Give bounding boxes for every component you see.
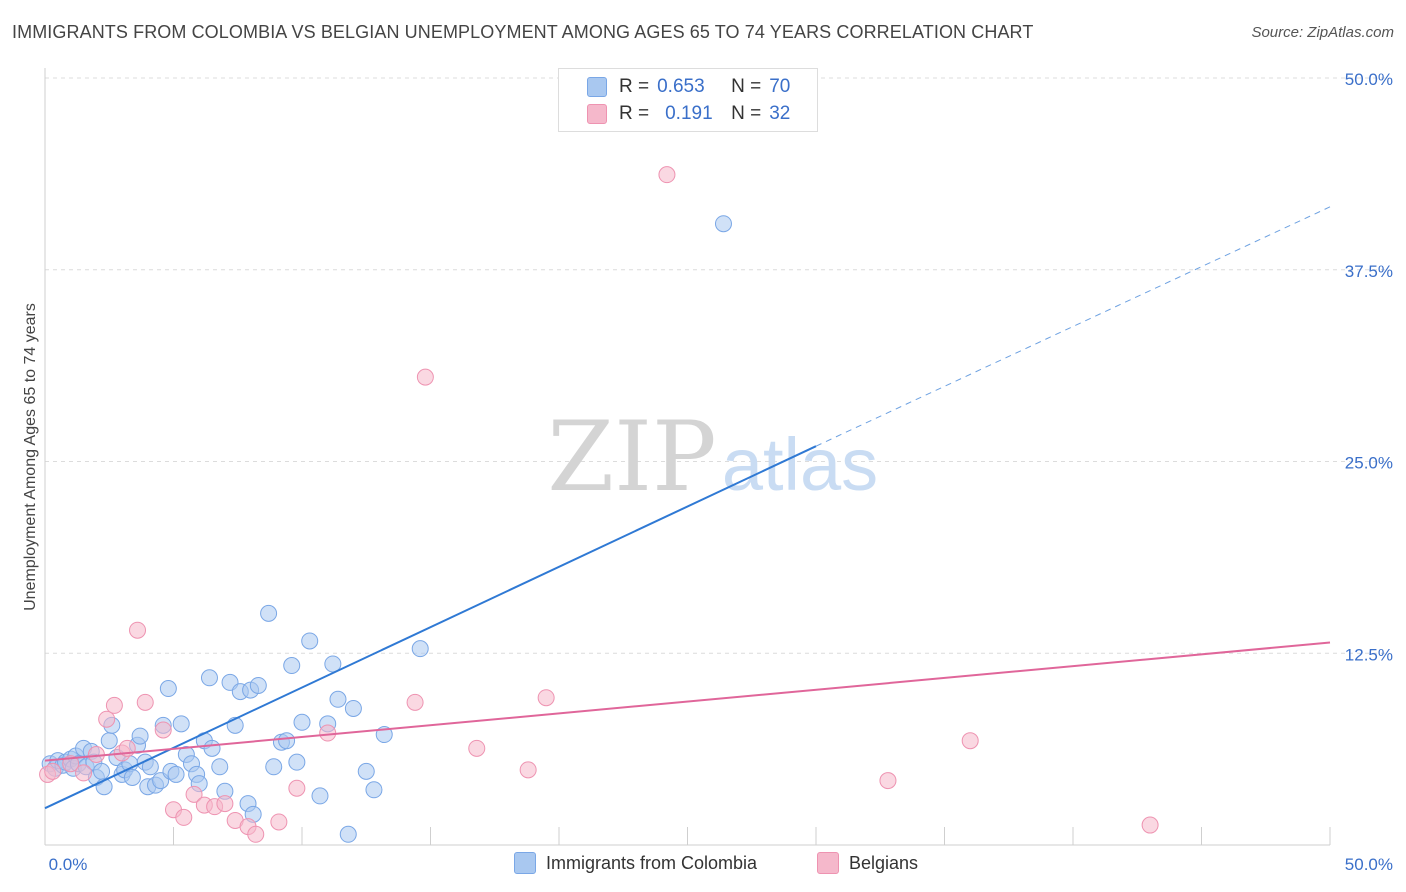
watermark: ZIP atlas: [547, 401, 878, 513]
data-point: [154, 721, 172, 739]
data-point: [105, 696, 123, 714]
trend-line-belgians: [44, 641, 1331, 762]
data-point: [216, 795, 234, 813]
data-point: [411, 640, 429, 658]
data-point: [131, 727, 149, 745]
source-label: Source: ZipAtlas.com: [1251, 24, 1394, 41]
legend-row-belgians: R = 0.191 N = 32: [587, 102, 790, 126]
data-point: [93, 762, 111, 780]
data-point: [293, 713, 311, 731]
data-point: [288, 753, 306, 771]
trend-line-colombia-projection: [815, 206, 1331, 447]
legend-swatch-pink: [587, 104, 607, 124]
legend-n-value: 32: [769, 103, 791, 124]
data-point: [288, 779, 306, 797]
data-point: [175, 808, 193, 826]
tick-labels: 12.5% 25.0% 37.5% 50.0% 0.0% 50.0%: [49, 70, 1393, 874]
bottom-legend-colombia: Immigrants from Colombia: [514, 852, 757, 874]
data-point: [98, 710, 116, 728]
data-point: [329, 690, 347, 708]
data-point: [1141, 816, 1159, 834]
data-point: [519, 761, 537, 779]
data-point: [265, 758, 283, 776]
data-point: [406, 693, 424, 711]
legend-n-value: 70: [769, 76, 791, 97]
data-point: [172, 715, 190, 733]
data-points: [39, 166, 1159, 843]
trend-lines: [44, 206, 1331, 810]
data-point: [203, 739, 221, 757]
legend-r-label: R =: [619, 103, 650, 124]
legend-swatch-blue: [587, 77, 607, 97]
bottom-legend-label: Belgians: [849, 852, 919, 873]
data-point: [247, 825, 265, 843]
watermark-atlas: atlas: [722, 423, 878, 506]
data-point: [167, 765, 185, 783]
y-tick-label: 37.5%: [1345, 262, 1393, 281]
data-point: [658, 166, 676, 184]
data-point: [123, 769, 141, 787]
data-point: [961, 732, 979, 750]
legend-row-colombia: R = 0.653 N = 70: [587, 75, 790, 99]
data-point: [44, 762, 62, 780]
legend-r-label: R =: [619, 76, 650, 97]
data-point: [75, 764, 93, 782]
data-point: [468, 739, 486, 757]
data-point: [311, 787, 329, 805]
data-point: [357, 762, 375, 780]
data-point: [714, 215, 732, 233]
data-point: [211, 758, 229, 776]
data-point: [278, 732, 296, 750]
legend-n-label: N =: [731, 103, 762, 124]
data-point: [283, 657, 301, 675]
axes: [44, 68, 1331, 846]
y-tick-label: 12.5%: [1345, 645, 1393, 664]
data-point: [537, 689, 555, 707]
legend-r-value: 0.653: [657, 76, 705, 97]
data-point: [319, 724, 337, 742]
bottom-legend-swatch-pink: [817, 852, 839, 874]
correlation-legend: R = 0.653 N = 70 R = 0.191 N = 32: [558, 68, 818, 132]
data-point: [879, 772, 897, 790]
data-point: [344, 699, 362, 717]
legend-r-value: 0.191: [665, 103, 713, 124]
data-point: [416, 368, 434, 386]
data-point: [159, 680, 177, 698]
bottom-legend-swatch-blue: [514, 852, 536, 874]
grid: [45, 77, 1390, 654]
data-point: [339, 825, 357, 843]
bottom-legend-belgians: Belgians: [817, 852, 918, 874]
x-tick-label: 50.0%: [1345, 855, 1393, 874]
y-tick-label: 50.0%: [1345, 70, 1393, 89]
watermark-zip: ZIP: [547, 401, 716, 513]
data-point: [270, 813, 288, 831]
data-point: [100, 732, 118, 750]
legend-n-label: N =: [731, 76, 762, 97]
chart-title: IMMIGRANTS FROM COLOMBIA VS BELGIAN UNEM…: [12, 22, 1034, 42]
bottom-legend-label: Immigrants from Colombia: [546, 852, 758, 873]
data-point: [365, 781, 383, 799]
data-point: [136, 693, 154, 711]
data-point: [301, 632, 319, 650]
y-tick-label: 25.0%: [1345, 454, 1393, 473]
data-point: [62, 755, 80, 773]
data-point: [185, 785, 203, 803]
data-point: [200, 669, 218, 687]
trend-line-colombia: [44, 445, 817, 810]
data-point: [260, 604, 278, 622]
data-point: [249, 676, 267, 694]
data-point: [129, 621, 147, 639]
x-tick-label: 0.0%: [49, 855, 88, 874]
